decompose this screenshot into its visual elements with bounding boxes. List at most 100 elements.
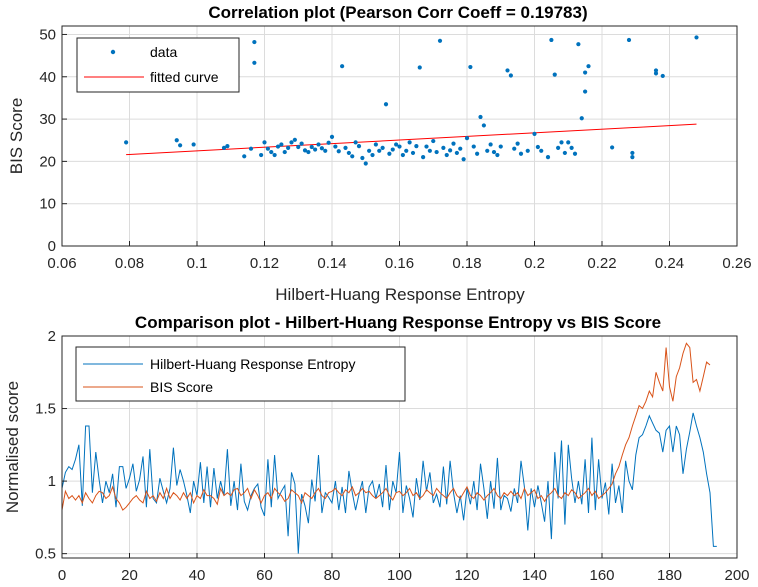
data-point: [427, 148, 432, 153]
data-point: [508, 73, 513, 78]
data-point: [549, 37, 554, 43]
x-tick-label: 0.2: [524, 255, 545, 272]
data-point: [556, 145, 561, 150]
data-point: [454, 150, 459, 156]
data-point: [269, 149, 274, 155]
x-tick-label: 80: [324, 567, 341, 584]
data-point: [485, 148, 490, 153]
correlation-plot-y-ticks: 0 10 20 30 40 50: [39, 26, 67, 255]
data-point: [400, 152, 405, 158]
legend-bis-label: BIS Score: [150, 379, 213, 395]
data-point: [660, 73, 665, 79]
x-tick-label: 40: [189, 567, 206, 584]
y-tick-label: 40: [39, 69, 56, 86]
comparison-plot-lines: [61, 342, 717, 554]
data-point: [451, 141, 456, 146]
y-tick-label: 10: [39, 196, 56, 213]
entropy-series-line: [61, 412, 717, 554]
data-point: [458, 146, 463, 151]
data-point: [289, 140, 294, 145]
x-tick-label: 160: [589, 567, 614, 584]
data-point: [468, 64, 473, 70]
data-point: [272, 152, 277, 158]
data-point: [518, 151, 524, 156]
correlation-plot-x-label: Hilbert-Huang Response Entropy: [275, 285, 525, 304]
fitted-curve-series: [126, 123, 697, 156]
y-tick-label: 50: [39, 26, 56, 43]
data-point: [225, 144, 230, 149]
x-tick-label: 0.08: [115, 255, 144, 272]
x-tick-label: 0.14: [317, 255, 346, 272]
data-point: [329, 134, 335, 139]
data-point: [262, 140, 267, 145]
data-point: [306, 149, 311, 155]
data-point: [221, 145, 227, 150]
data-point: [309, 144, 314, 150]
data-point: [515, 141, 520, 146]
legend-entropy-label: Hilbert-Huang Response Entropy: [150, 356, 355, 372]
data-point: [174, 138, 179, 143]
data-point: [353, 140, 358, 145]
data-point: [367, 148, 372, 153]
data-point: [417, 65, 422, 70]
x-tick-label: 0.16: [385, 255, 414, 272]
correlation-plot-y-label: BIS Score: [7, 98, 26, 175]
x-tick-label: 0: [58, 567, 66, 584]
comparison-legend-box: [75, 346, 406, 402]
data-point: [586, 64, 591, 69]
data-point: [319, 146, 324, 151]
data-point: [576, 42, 581, 47]
data-point: [424, 144, 429, 149]
data-point: [694, 35, 699, 40]
data-point: [481, 123, 486, 128]
data-point: [512, 146, 517, 151]
data-point: [404, 148, 409, 153]
x-tick-label: 200: [724, 567, 749, 584]
correlation-plot-x-ticks: 0.06 0.08 0.1 0.12 0.14 0.16 0.18 0.2 0.22 0.24 0.…: [47, 241, 752, 272]
data-point: [336, 149, 341, 154]
data-point: [653, 68, 659, 73]
y-tick-label: 2: [48, 328, 56, 345]
data-point: [539, 148, 544, 153]
data-point: [387, 151, 392, 156]
comparison-plot: Comparison plot - Hilbert-Huang Response…: [3, 313, 750, 584]
data-point: [248, 146, 254, 151]
data-point: [360, 155, 365, 161]
data-point: [525, 148, 530, 153]
data-point: [566, 140, 571, 145]
data-point: [630, 150, 635, 156]
data-point: [434, 149, 439, 155]
x-tick-label: 0.18: [452, 255, 481, 272]
data-point: [346, 150, 351, 156]
data-point: [552, 72, 557, 77]
data-point: [242, 154, 247, 159]
data-point: [390, 147, 395, 152]
data-point: [559, 140, 564, 145]
correlation-plot: Correlation plot (Pearson Corr Coeff = 0…: [7, 3, 752, 304]
data-point: [252, 39, 257, 45]
data-point: [333, 144, 338, 149]
data-point: [282, 149, 287, 155]
legend-data-marker: [110, 49, 116, 55]
data-point: [626, 37, 632, 43]
data-point: [373, 142, 378, 147]
data-point: [579, 116, 584, 121]
data-point: [279, 142, 284, 147]
data-point: [286, 145, 291, 150]
x-tick-label: 0.06: [47, 255, 76, 272]
legend-fitted-curve-label: fitted curve: [150, 69, 219, 85]
x-tick-label: 60: [256, 567, 273, 584]
x-tick-label: 0.12: [250, 255, 279, 272]
data-point: [441, 145, 446, 150]
data-point: [191, 142, 196, 147]
data-point: [461, 157, 466, 162]
data-point: [356, 144, 362, 149]
comparison-plot-title: Comparison plot - Hilbert-Huang Response…: [135, 313, 661, 332]
data-point: [394, 142, 399, 147]
x-tick-label: 0.22: [587, 255, 616, 272]
y-tick-label: 0.5: [35, 546, 56, 563]
data-point: [340, 64, 345, 69]
data-point: [437, 38, 443, 43]
data-point: [610, 145, 615, 150]
data-point: [572, 151, 578, 156]
